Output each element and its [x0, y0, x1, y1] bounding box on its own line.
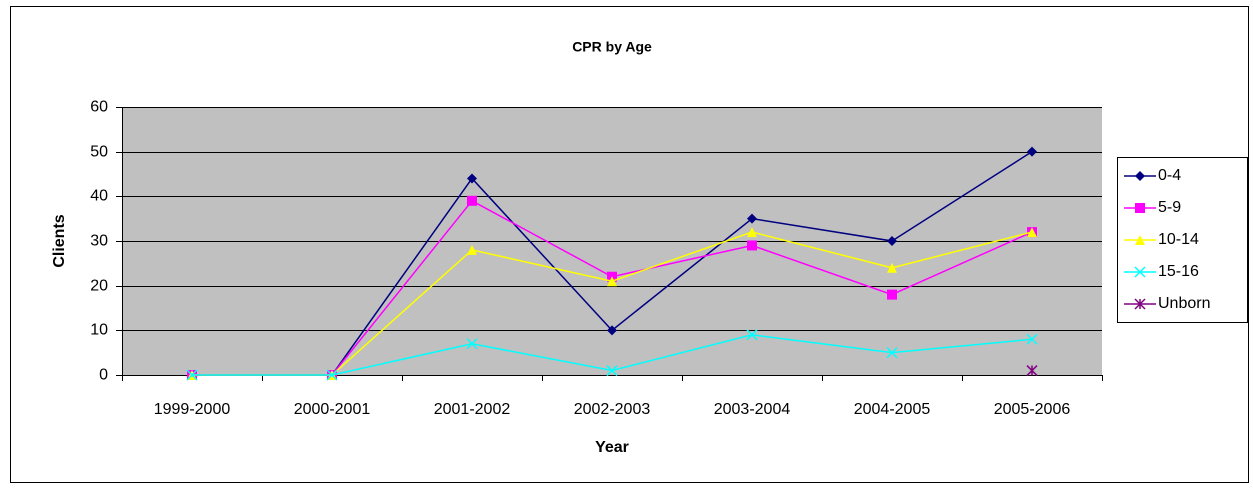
x-tick-label: 2000-2001	[294, 401, 371, 418]
x-tick-label: 2005-2006	[994, 401, 1071, 418]
marker	[467, 195, 477, 206]
legend-marker	[1134, 266, 1146, 278]
marker	[326, 369, 338, 381]
marker	[186, 369, 198, 381]
chart-title: CPR by Age	[572, 39, 652, 55]
legend-marker	[1135, 203, 1145, 213]
y-tick-label: 10	[90, 322, 108, 339]
x-tick-label: 2001-2002	[434, 401, 511, 418]
marker	[747, 213, 757, 224]
legend-marker	[1135, 235, 1145, 245]
x-tick-label: 2004-2005	[854, 401, 931, 418]
marker	[467, 244, 477, 255]
marker	[747, 227, 757, 238]
marker	[467, 173, 477, 184]
marker	[466, 338, 478, 350]
marker	[1027, 227, 1037, 238]
marker	[1026, 333, 1038, 345]
y-tick-label: 40	[90, 188, 108, 205]
marker	[1027, 146, 1037, 157]
marker	[1026, 365, 1038, 377]
legend-label: 5-9	[1158, 199, 1181, 216]
y-tick-label: 30	[90, 233, 108, 250]
marker	[887, 262, 897, 273]
y-tick-label: 0	[99, 367, 108, 384]
marker	[887, 236, 897, 246]
marker	[746, 329, 758, 341]
legend-label: 15-16	[1158, 263, 1199, 280]
legend-label: Unborn	[1158, 295, 1210, 312]
marker	[886, 347, 898, 359]
x-tick-label: 2003-2004	[714, 401, 791, 418]
legend-label: 0-4	[1158, 167, 1181, 184]
y-tick-label: 60	[90, 99, 108, 116]
y-tick-label: 20	[90, 278, 108, 295]
y-tick-label: 50	[90, 144, 108, 161]
legend-label: 10-14	[1158, 231, 1199, 248]
y-axis-label: Clients	[51, 214, 68, 267]
marker	[606, 365, 618, 377]
x-tick-label: 2002-2003	[574, 401, 651, 418]
marker	[747, 240, 757, 251]
x-tick-label: 1999-2000	[154, 401, 231, 418]
x-axis-label: Year	[595, 439, 629, 456]
marker	[887, 289, 897, 300]
marker	[607, 276, 617, 287]
legend-marker	[1134, 298, 1146, 310]
legend-marker	[1135, 171, 1145, 181]
marker	[607, 325, 617, 336]
